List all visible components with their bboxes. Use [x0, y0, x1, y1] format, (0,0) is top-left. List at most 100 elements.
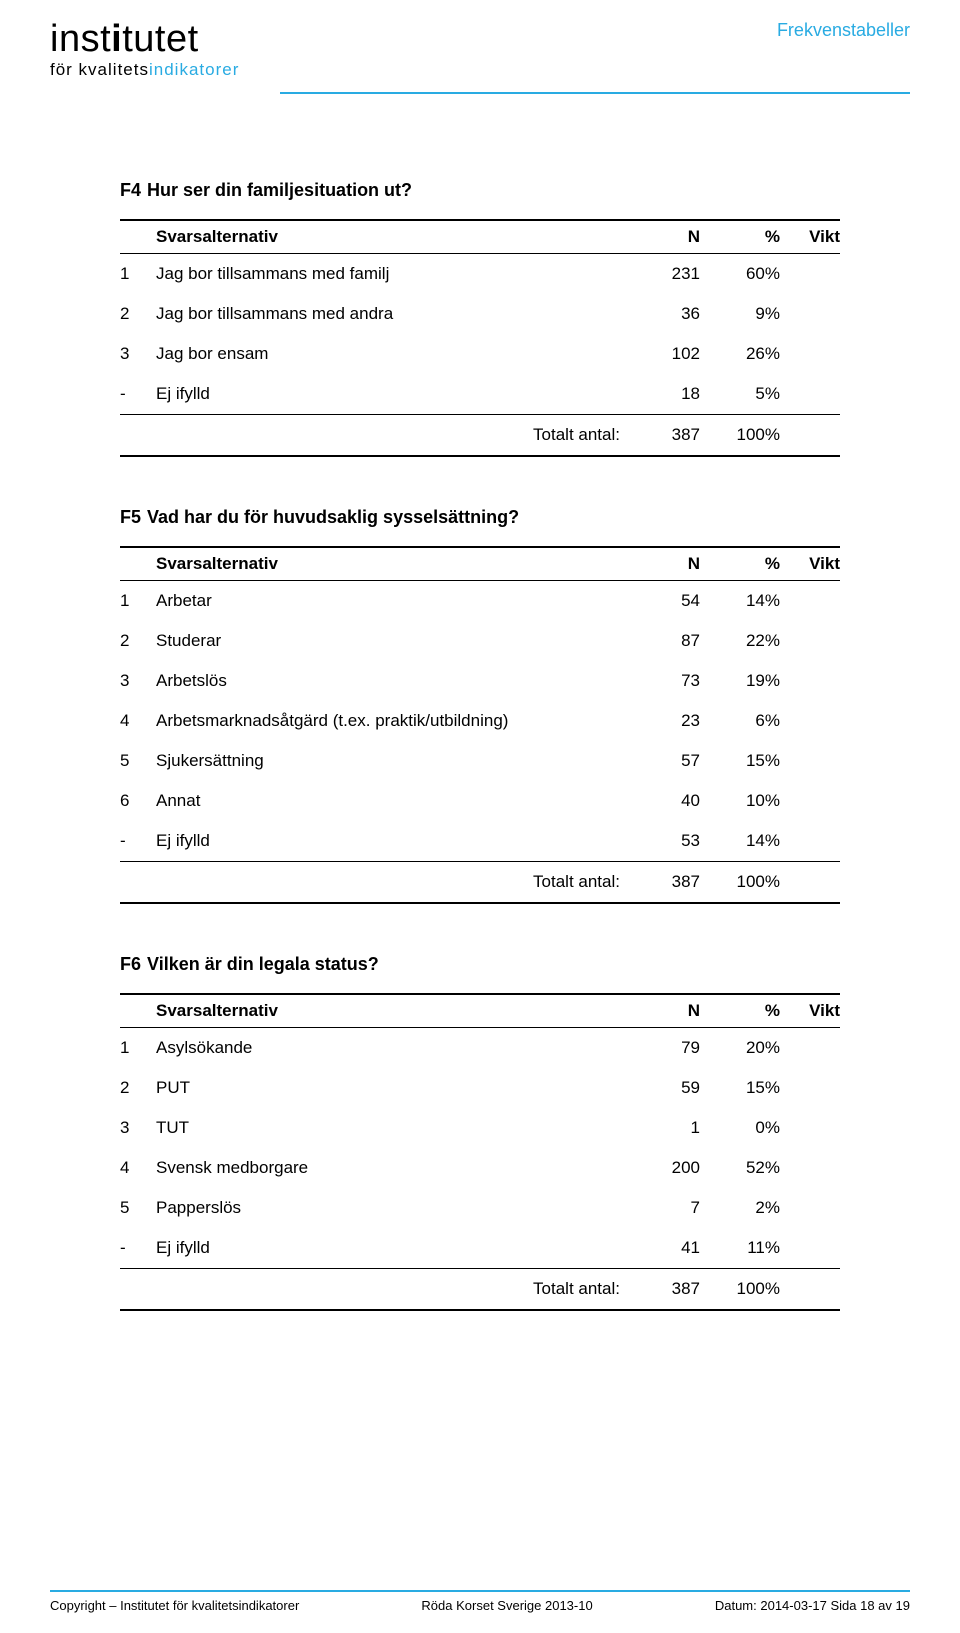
row-index: 1 — [120, 254, 156, 295]
row-label: Jag bor ensam — [156, 334, 620, 374]
row-pct: 11% — [700, 1228, 780, 1269]
row-vikt — [780, 821, 840, 862]
row-n: 102 — [620, 334, 700, 374]
row-index: 6 — [120, 781, 156, 821]
row-vikt — [780, 374, 840, 415]
row-label: TUT — [156, 1108, 620, 1148]
logo-sub-part: för kvalitets — [50, 60, 149, 79]
total-label: Totalt antal: — [156, 862, 620, 904]
question-block: F6Vilken är din legala status?Svarsalter… — [120, 954, 840, 1311]
table-row: 2PUT5915% — [120, 1068, 840, 1108]
row-index: 4 — [120, 701, 156, 741]
row-index: - — [120, 1228, 156, 1269]
total-row: Totalt antal:387100% — [120, 1269, 840, 1311]
row-vikt — [780, 581, 840, 622]
logo-text-bold: i — [111, 18, 122, 60]
row-vikt — [780, 661, 840, 701]
row-index: 3 — [120, 1108, 156, 1148]
col-n-header: N — [620, 547, 700, 581]
row-vikt — [780, 1188, 840, 1228]
row-label: Sjukersättning — [156, 741, 620, 781]
row-pct: 6% — [700, 701, 780, 741]
table-row: 1Jag bor tillsammans med familj23160% — [120, 254, 840, 295]
page-header: institutet för kvalitetsindikatorer Frek… — [0, 0, 960, 120]
total-pct: 100% — [700, 1269, 780, 1311]
table-row: 5Papperslös72% — [120, 1188, 840, 1228]
row-pct: 20% — [700, 1028, 780, 1069]
row-n: 79 — [620, 1028, 700, 1069]
header-divider — [280, 92, 910, 94]
col-n-header: N — [620, 220, 700, 254]
content-area: F4Hur ser din familjesituation ut?Svarsa… — [0, 120, 960, 1311]
table-row: 1Arbetar5414% — [120, 581, 840, 622]
row-pct: 14% — [700, 581, 780, 622]
logo-sub-accent: indikatorer — [149, 60, 239, 79]
footer-left: Copyright – Institutet för kvalitetsindi… — [50, 1598, 299, 1613]
row-vikt — [780, 741, 840, 781]
logo-sub: för kvalitetsindikatorer — [50, 60, 239, 80]
row-label: Papperslös — [156, 1188, 620, 1228]
row-pct: 15% — [700, 1068, 780, 1108]
table-row: -Ej ifylld4111% — [120, 1228, 840, 1269]
row-n: 23 — [620, 701, 700, 741]
table-row: 3Arbetslös7319% — [120, 661, 840, 701]
question-block: F4Hur ser din familjesituation ut?Svarsa… — [120, 180, 840, 457]
row-pct: 60% — [700, 254, 780, 295]
table-row: 2Studerar8722% — [120, 621, 840, 661]
question-code: F5 — [120, 507, 141, 527]
total-spacer — [120, 862, 156, 904]
col-vikt-header: Vikt — [780, 220, 840, 254]
row-pct: 2% — [700, 1188, 780, 1228]
row-vikt — [780, 621, 840, 661]
row-index: 3 — [120, 661, 156, 701]
row-pct: 19% — [700, 661, 780, 701]
total-pct: 100% — [700, 415, 780, 457]
row-label: Arbetslös — [156, 661, 620, 701]
row-n: 200 — [620, 1148, 700, 1188]
col-vikt-header: Vikt — [780, 547, 840, 581]
total-pct: 100% — [700, 862, 780, 904]
frequency-table: SvarsalternativN%Vikt1Asylsökande7920%2P… — [120, 993, 840, 1311]
row-label: Arbetar — [156, 581, 620, 622]
row-index: 1 — [120, 1028, 156, 1069]
question-code: F4 — [120, 180, 141, 200]
row-label: Jag bor tillsammans med familj — [156, 254, 620, 295]
footer-right: Datum: 2014-03-17 Sida 18 av 19 — [715, 1598, 910, 1613]
row-vikt — [780, 781, 840, 821]
row-index: 2 — [120, 621, 156, 661]
row-index: 5 — [120, 1188, 156, 1228]
row-vikt — [780, 294, 840, 334]
question-text: Vilken är din legala status? — [147, 954, 379, 974]
row-label: Svensk medborgare — [156, 1148, 620, 1188]
row-vikt — [780, 1228, 840, 1269]
col-svarsalternativ-header: Svarsalternativ — [156, 547, 620, 581]
row-vikt — [780, 1028, 840, 1069]
logo-text-part: tutet — [122, 18, 198, 60]
row-n: 57 — [620, 741, 700, 781]
row-pct: 5% — [700, 374, 780, 415]
total-vikt — [780, 862, 840, 904]
row-pct: 26% — [700, 334, 780, 374]
col-vikt-header: Vikt — [780, 994, 840, 1028]
total-n: 387 — [620, 415, 700, 457]
frequency-table: SvarsalternativN%Vikt1Arbetar5414%2Stude… — [120, 546, 840, 904]
row-index: 3 — [120, 334, 156, 374]
col-pct-header: % — [700, 994, 780, 1028]
row-n: 53 — [620, 821, 700, 862]
table-row: 5Sjukersättning5715% — [120, 741, 840, 781]
row-label: Studerar — [156, 621, 620, 661]
table-header-row: SvarsalternativN%Vikt — [120, 220, 840, 254]
row-index: 2 — [120, 1068, 156, 1108]
total-n: 387 — [620, 1269, 700, 1311]
col-svarsalternativ-header: Svarsalternativ — [156, 994, 620, 1028]
row-label: Asylsökande — [156, 1028, 620, 1069]
row-pct: 52% — [700, 1148, 780, 1188]
table-row: -Ej ifylld5314% — [120, 821, 840, 862]
row-index: - — [120, 821, 156, 862]
row-pct: 15% — [700, 741, 780, 781]
table-row: 3Jag bor ensam10226% — [120, 334, 840, 374]
row-n: 41 — [620, 1228, 700, 1269]
table-row: 1Asylsökande7920% — [120, 1028, 840, 1069]
row-n: 1 — [620, 1108, 700, 1148]
total-spacer — [120, 1269, 156, 1311]
